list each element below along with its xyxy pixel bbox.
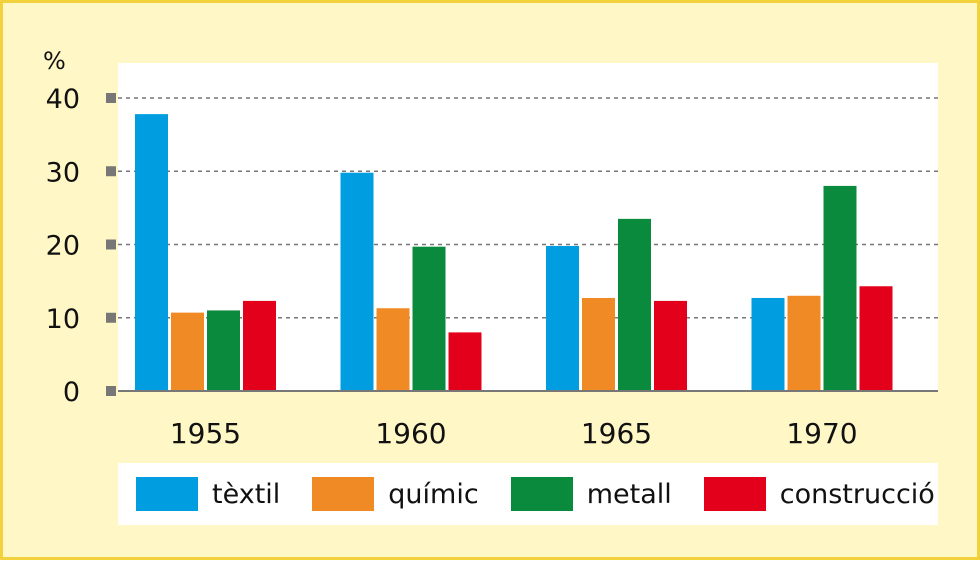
legend-swatch	[703, 477, 766, 511]
legend-item: químic	[312, 477, 479, 511]
y-tick-mark	[106, 166, 116, 177]
legend-label: construcció	[779, 478, 935, 510]
bar-2-2	[618, 218, 651, 391]
bar-1-2	[582, 297, 615, 391]
x-tick-label: 1960	[375, 417, 446, 450]
y-tick-label: 10	[46, 304, 80, 335]
bar-2-3	[823, 185, 857, 391]
legend-swatch	[510, 477, 573, 511]
bar-3-1	[448, 332, 482, 391]
x-tick-label: 1965	[581, 417, 652, 450]
bar-0-3	[751, 297, 785, 391]
bar-1-0	[171, 312, 204, 391]
y-unit-label: %	[43, 47, 66, 75]
y-tick-label: 40	[46, 84, 80, 115]
y-tick-mark	[106, 386, 116, 396]
bar-1-1	[376, 308, 410, 391]
bar-1-3	[787, 295, 821, 391]
bar-0-2	[546, 245, 579, 391]
legend-item: construcció	[703, 477, 935, 511]
legend-swatch	[136, 477, 198, 511]
bar-3-2	[654, 300, 687, 391]
x-tick-label: 1970	[786, 417, 857, 450]
y-tick-mark	[106, 312, 116, 323]
y-tick-label: 20	[46, 231, 80, 262]
x-tick-label: 1955	[170, 417, 241, 450]
legend: tèxtil químic metall construcció	[118, 463, 938, 525]
y-tick-label: 30	[46, 157, 80, 188]
legend-swatch	[312, 477, 375, 511]
bar-2-0	[207, 310, 240, 391]
y-tick-label: 0	[63, 377, 80, 408]
bar-3-0	[243, 300, 276, 391]
y-tick-mark	[106, 239, 116, 250]
bar-0-0	[135, 114, 168, 392]
legend-item: tèxtil	[136, 477, 280, 511]
y-tick-mark	[106, 93, 116, 103]
bar-2-1	[412, 246, 446, 391]
legend-label: tèxtil	[212, 478, 281, 510]
bar-0-1	[340, 172, 374, 391]
legend-item: metall	[510, 477, 672, 511]
bar-chart: 0 10 20 30 40 1955 1960 1965 1970 %	[43, 47, 938, 450]
bar-3-3	[859, 286, 893, 391]
legend-label: químic	[388, 478, 479, 510]
legend-label: metall	[586, 478, 672, 510]
